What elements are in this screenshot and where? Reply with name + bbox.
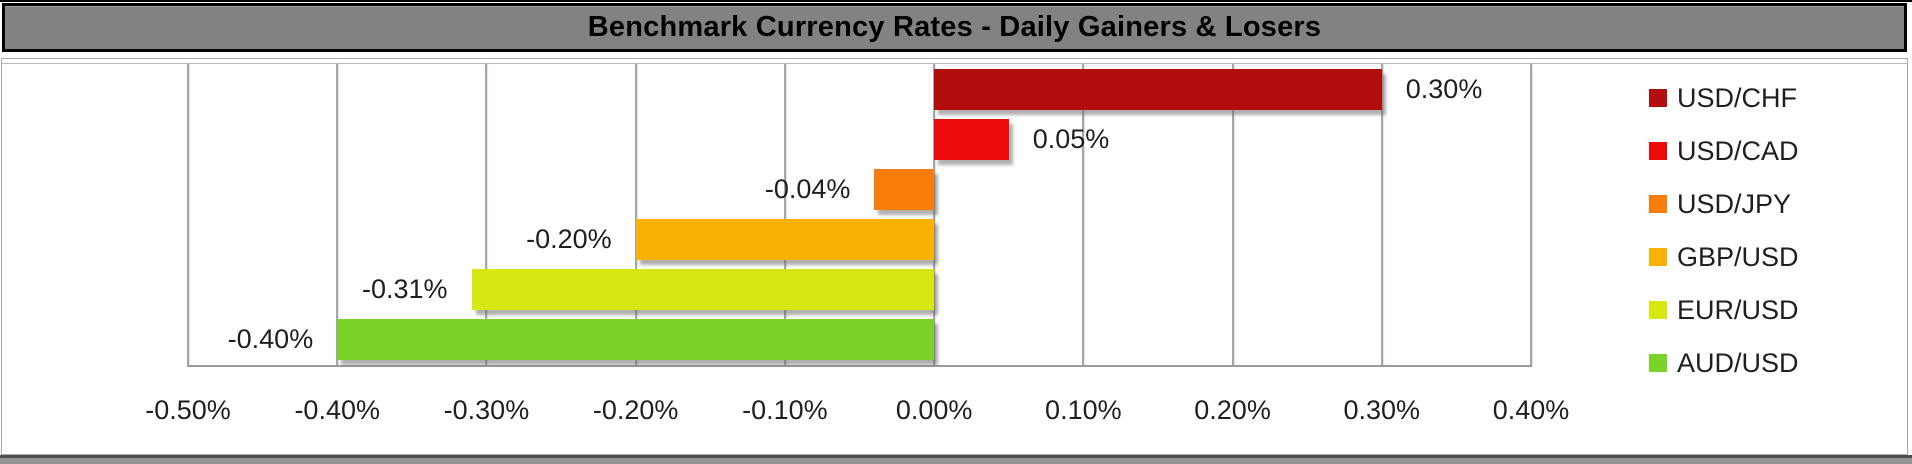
legend-swatch-icon (1649, 195, 1667, 213)
chart-body: 0.30% 0.05% -0.04% -0.20% -0.31% -0.40% -0.50%… (1, 58, 1908, 455)
gridline (634, 64, 637, 365)
x-tick-label: -0.30% (443, 395, 530, 425)
gridline (187, 64, 189, 365)
bar-usd-jpy (874, 168, 935, 210)
legend-swatch-icon (1649, 301, 1667, 319)
bar-value-label: 0.30% (1405, 73, 1483, 104)
bar-value-label: -0.31% (361, 274, 448, 305)
x-tick-label: -0.40% (294, 395, 380, 425)
gridline (485, 64, 488, 365)
legend-swatch-icon (1649, 89, 1667, 107)
gridline (1082, 64, 1085, 365)
gridline (336, 64, 339, 365)
bar-value-label: -0.04% (764, 173, 851, 204)
x-tick-label: 0.40% (1492, 395, 1570, 425)
legend-label: GBP/USD (1677, 242, 1799, 272)
bar-usd-chf (934, 68, 1382, 110)
plot-top-border (2, 63, 1907, 64)
legend-label: USD/CAD (1677, 136, 1799, 166)
legend-label: EUR/USD (1677, 295, 1799, 325)
legend-swatch-icon (1649, 142, 1667, 160)
legend-label: USD/JPY (1677, 189, 1792, 219)
gridline (1380, 64, 1383, 365)
legend-label: USD/CHF (1677, 83, 1797, 113)
x-tick-label: -0.50% (145, 395, 231, 425)
x-tick-label: 0.20% (1194, 395, 1271, 425)
legend-swatch-icon (1649, 354, 1667, 372)
gridline (1231, 64, 1234, 365)
chart-title-bar: Benchmark Currency Rates - Daily Gainers… (2, 3, 1907, 52)
x-tick-label: 0.30% (1343, 395, 1421, 425)
chart-title: Benchmark Currency Rates - Daily Gainers… (587, 11, 1322, 43)
x-axis-line (187, 365, 1532, 367)
bar-value-label: -0.20% (526, 224, 612, 255)
x-tick-label: 0.10% (1045, 395, 1122, 425)
bottom-frame-edge (0, 455, 1912, 464)
x-tick-label: 0.00% (895, 395, 973, 425)
legend-swatch-icon (1649, 248, 1667, 266)
bar-value-label: 0.05% (1032, 123, 1110, 154)
legend-label: AUD/USD (1677, 348, 1799, 378)
bar-eur-usd (471, 269, 935, 311)
bar-value-label: -0.40% (227, 324, 314, 355)
bar-gbp-usd (635, 219, 935, 261)
bar-aud-usd (337, 319, 935, 361)
x-tick-label: -0.10% (742, 395, 828, 425)
bar-usd-cad (934, 118, 1009, 160)
gridline (1530, 64, 1532, 365)
gridline (933, 64, 936, 365)
x-tick-label: -0.20% (592, 395, 679, 425)
gridline (783, 64, 786, 365)
